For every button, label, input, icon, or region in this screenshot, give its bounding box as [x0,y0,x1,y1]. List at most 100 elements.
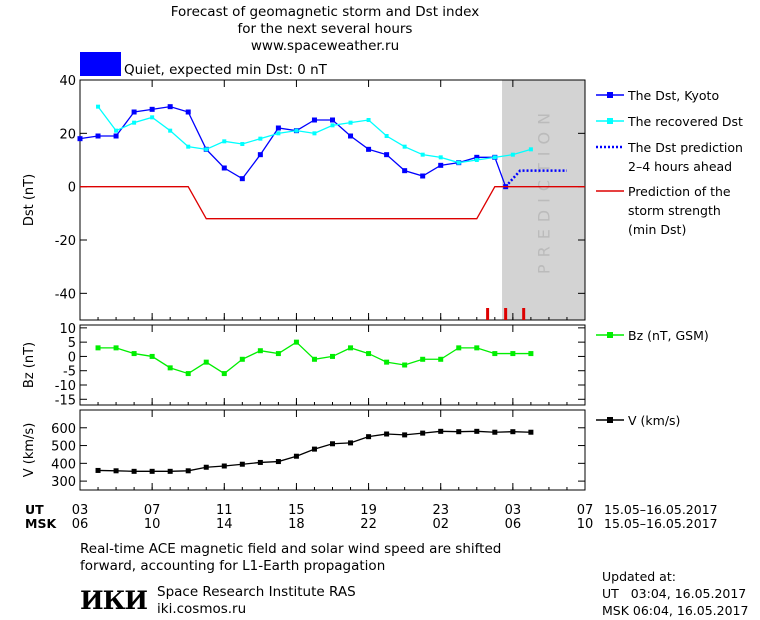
data-point-dst-1 [240,142,245,146]
series-line-dst-0 [79,106,507,187]
data-point-v-0 [203,464,209,470]
website-link[interactable]: www.spaceweather.ru [250,38,400,54]
data-point-bz-0 [366,351,372,357]
y-axis-label-v: V (km/s) [22,423,37,478]
legend-label-bz: Bz (nT, GSM) [628,328,709,343]
institute-url[interactable]: iki.cosmos.ru [157,601,247,617]
data-point-bz-0 [438,356,444,362]
legend-bz-swatch-marker [607,332,613,338]
data-point-dst-1 [474,158,479,162]
data-point-bz-0 [528,351,534,357]
data-point-bz-0 [257,348,263,354]
data-point-bz-0 [185,371,191,377]
msk-tick-label: 14 [216,517,233,532]
data-point-dst-1 [420,152,425,157]
data-point-v-0 [149,468,155,474]
data-point-dst-0 [149,106,155,112]
data-point-dst-1 [312,131,317,136]
msk-tick-label: 06 [72,517,89,532]
y-tick-label-bz: -10 [55,379,76,394]
legend-v-swatch-marker [607,417,613,423]
data-point-v-0 [366,434,372,440]
data-point-dst-1 [528,147,533,152]
data-point-bz-0 [221,371,227,377]
footnote-line-2: forward, accounting for L1-Earth propaga… [80,558,386,574]
y-tick-label-bz: -15 [55,393,76,408]
data-point-bz-0 [420,356,426,362]
data-point-dst-0 [185,109,191,115]
data-point-dst-0 [330,117,335,123]
msk-tick-label: 18 [288,517,305,532]
data-point-v-0 [492,429,498,435]
y-axis-label-bz: Bz (nT) [22,342,37,388]
y-tick-label-v: 500 [51,440,76,455]
data-point-dst-0 [239,176,245,182]
panel-frame-bz [79,324,586,406]
data-point-dst-0 [275,125,281,131]
legend-dst-0-swatch-marker [607,92,613,98]
prediction-zone [502,80,585,320]
legend-label-v: V (km/s) [628,413,680,428]
msk-date-label: 15.05–16.05.2017 [604,516,718,531]
data-point-dst-1 [186,144,191,149]
data-point-dst-1 [114,128,119,133]
msk-tick-label: 10 [144,517,161,532]
ut-tick-label: 03 [505,503,522,518]
data-point-dst-0 [402,168,408,174]
data-point-v-0 [348,440,354,446]
data-point-dst-1 [168,128,173,133]
data-point-v-0 [257,459,263,465]
data-point-v-0 [311,446,317,452]
legend-label-dst-3: Prediction of the [628,184,731,199]
y-axis-label-dst: Dst (nT) [22,174,37,226]
chart-title-line-2: for the next several hours [237,21,413,37]
updated-ut-label: UT [602,586,619,601]
legend-dst-1-swatch-marker [607,118,613,124]
data-point-dst-0 [95,133,101,139]
data-point-bz-0 [239,356,245,362]
y-tick-label-bz: 10 [59,322,76,337]
data-point-dst-0 [366,146,372,152]
data-point-bz-0 [95,345,101,351]
status-color-swatch [80,52,121,76]
data-point-v-0 [95,467,101,473]
data-point-dst-0 [420,173,426,179]
ut-row-label: UT [25,502,44,517]
data-point-bz-0 [402,362,408,368]
msk-tick-label: 22 [360,517,377,532]
data-point-dst-0 [384,152,390,158]
data-point-dst-1 [366,118,371,122]
institute-name: Space Research Institute RAS [157,584,356,600]
data-point-bz-0 [492,351,498,357]
msk-tick-label: 06 [505,517,522,532]
updated-msk-value: 06:04, 16.05.2017 [632,603,749,618]
data-point-dst-0 [77,136,83,142]
y-tick-label-dst: 40 [59,74,76,89]
y-tick-label-bz: -5 [63,365,76,380]
data-point-v-0 [239,461,245,467]
prediction-zone-label: PREDICTION [535,106,554,274]
y-tick-label-dst: -20 [55,234,76,249]
data-point-dst-1 [402,144,407,149]
data-point-v-0 [275,459,281,465]
legend-label-dst-3: storm strength [628,203,721,218]
series-line-dst-3 [80,186,585,220]
data-point-v-0 [293,453,299,459]
legend-label-dst-2: The Dst prediction [627,140,743,155]
data-point-bz-0 [149,353,155,359]
data-point-dst-0 [474,154,480,160]
data-point-dst-1 [492,155,497,160]
data-point-dst-1 [132,120,137,125]
legend-label-dst-0: The Dst, Kyoto [627,88,719,103]
y-tick-label-bz: 0 [68,350,76,365]
updated-msk-label: MSK [602,603,629,618]
updated-ut-value: 03:04, 16.05.2017 [630,586,747,601]
iki-logo: ИКИ [80,586,148,615]
data-point-v-0 [438,428,444,434]
updated-title: Updated at: [602,569,676,584]
data-point-dst-1 [204,147,209,152]
data-point-bz-0 [167,365,173,371]
data-point-bz-0 [456,345,462,351]
status-text: Quiet, expected min Dst: 0 nT [124,62,327,78]
